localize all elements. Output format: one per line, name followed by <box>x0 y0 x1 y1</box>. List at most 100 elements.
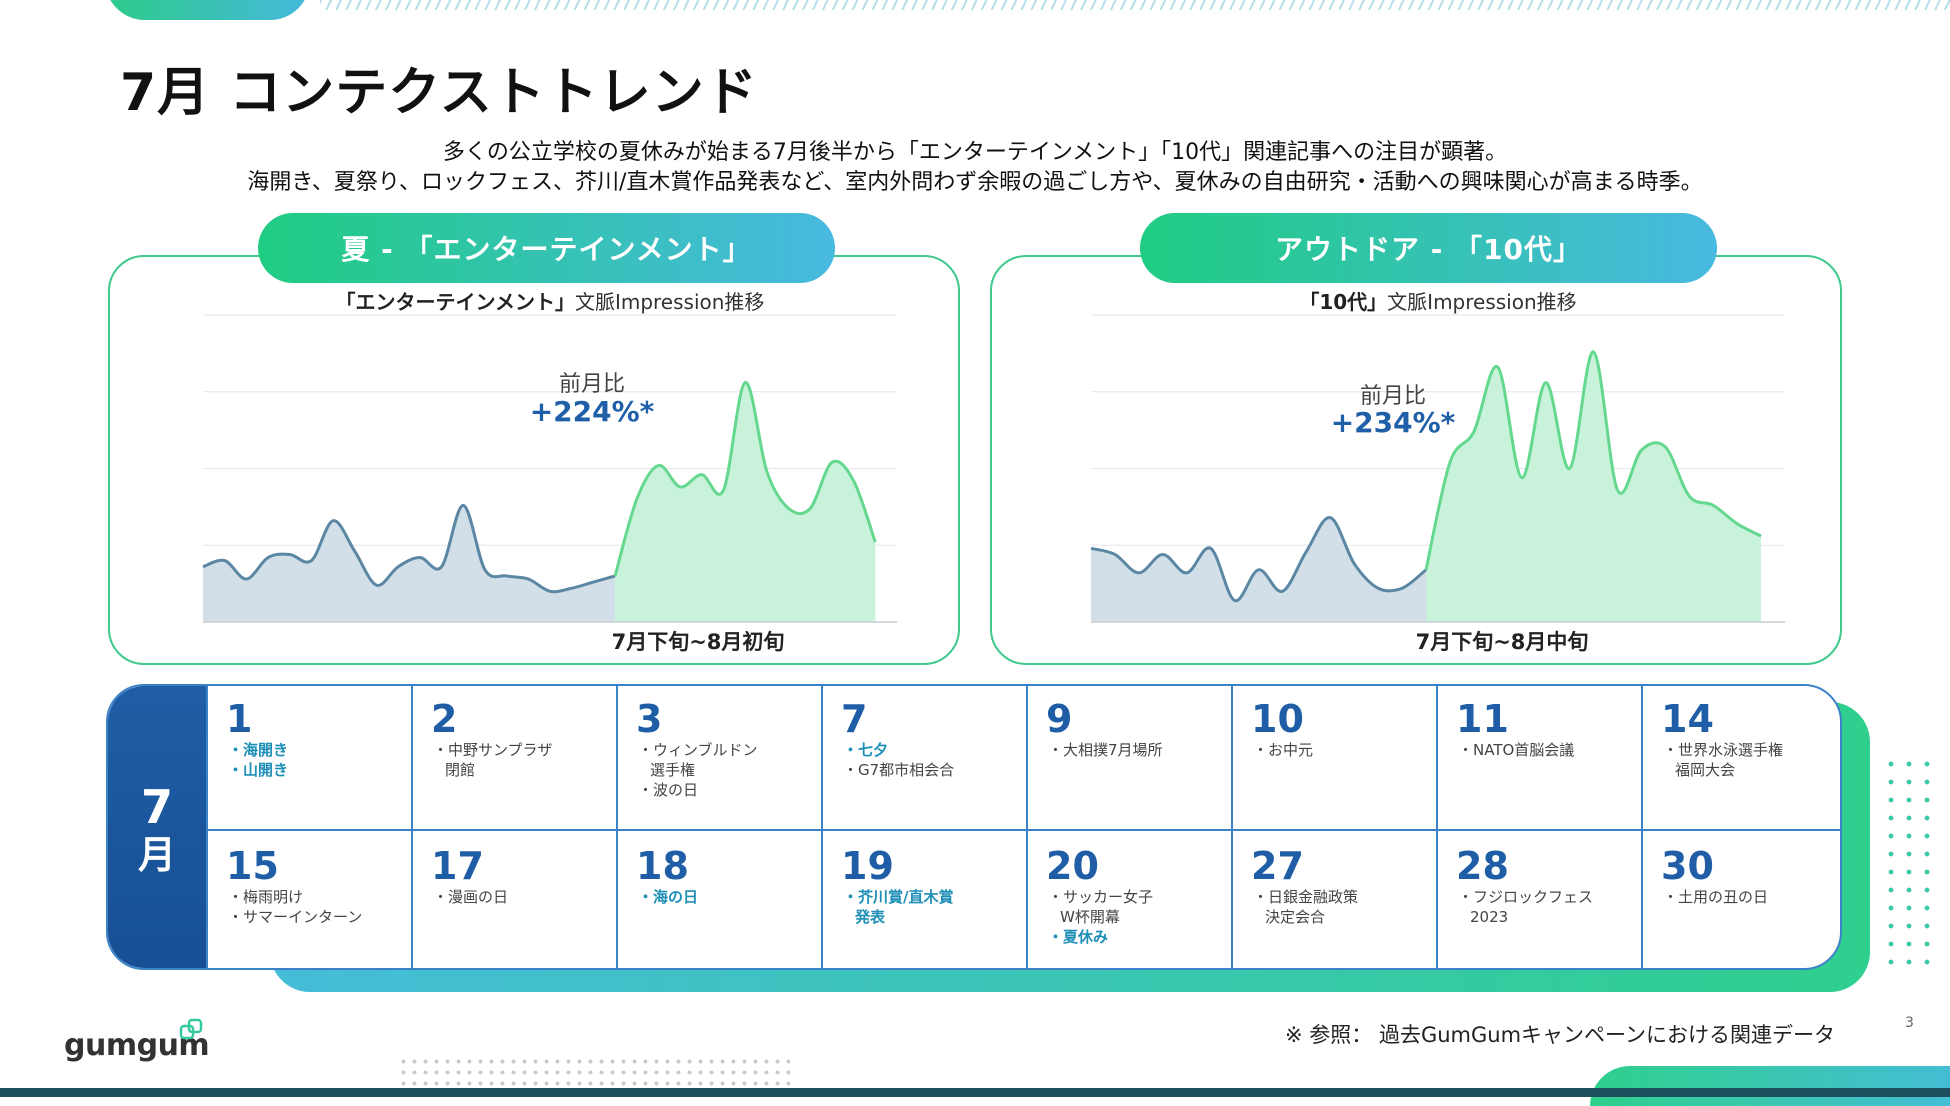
page-number: 3 <box>1905 1015 1914 1031</box>
calendar-day-number: 11 <box>1456 697 1509 741</box>
entertainment-period-label: 7月下旬~8月初旬 <box>611 630 785 654</box>
calendar-event: 選手権 <box>650 761 696 779</box>
calendar-day-cell: 15 ・梅雨明け・サマーインターン <box>206 829 413 968</box>
bottom-bar <box>0 1088 1950 1097</box>
chart-title-rest: 文脈Impression推移 <box>574 290 765 314</box>
month-number: 7 <box>140 780 173 834</box>
bottom-dot-decoration <box>398 1056 790 1089</box>
dot-grid-decoration <box>1882 755 1938 965</box>
calendar-day-number: 18 <box>636 844 689 888</box>
outdoor-heading: アウトドア - 「10代」 <box>1140 213 1717 283</box>
calendar-day-cell: 14 ・世界水泳選手権福岡大会 <box>1641 686 1840 829</box>
calendar-month-label: 7 月 <box>108 686 206 968</box>
calendar-event: 閉館 <box>445 761 476 779</box>
calendar-day-number: 30 <box>1661 844 1714 888</box>
calendar-day-number: 15 <box>226 844 279 888</box>
entertainment-chart <box>202 314 897 623</box>
calendar-event: ・サマーインターン <box>228 908 363 926</box>
calendar-day-cell: 18 ・海の日 <box>616 829 823 968</box>
bottom-decoration-pill <box>1590 1066 1950 1106</box>
calendar-event: ・七夕 <box>843 741 889 759</box>
entertainment-heading: 夏 - 「エンターテインメント」 <box>258 213 835 283</box>
calendar-day-cell: 11 ・NATO首脳会議 <box>1436 686 1643 829</box>
calendar-day-number: 27 <box>1251 844 1304 888</box>
calendar-day-cell: 30 ・土用の丑の日 <box>1641 829 1840 968</box>
calendar-day-cell: 1 ・海開き・山開き <box>206 686 413 829</box>
calendar-day-number: 17 <box>431 844 484 888</box>
description-line-2: 海開き、夏祭り、ロックフェス、芥川/直木賞作品発表など、室内外問わず余暇の過ごし… <box>247 170 1703 195</box>
calendar-event: ・お中元 <box>1253 741 1314 759</box>
gumgum-logo: gumgum <box>64 1018 210 1063</box>
calendar-day-cell: 28 ・フジロックフェス 2023 <box>1436 829 1643 968</box>
calendar-event: 福岡大会 <box>1675 761 1736 779</box>
calendar-day-number: 7 <box>841 697 868 741</box>
calendar-event: ・波の日 <box>638 781 699 799</box>
outdoor-period-label: 7月下旬~8月中旬 <box>1415 630 1589 654</box>
calendar-event: ・山開き <box>228 761 289 779</box>
past-period-line <box>202 503 616 594</box>
calendar: 7 月 1 ・海開き ・山開き 2 ・中野サンプラザ 閉館 3 ・ウィンブルドン 選手権 ・波の日… <box>106 684 1842 970</box>
calendar-event: ・NATO首脳会議 <box>1458 741 1575 759</box>
page-title: 7月 コンテクストトレンド <box>120 63 758 123</box>
calendar-day-cell: 7 ・七夕・G7都市相会合 <box>821 686 1028 829</box>
outdoor-chart <box>1090 314 1785 623</box>
calendar-event: ・海の日 <box>638 888 699 906</box>
calendar-event: 決定会合 <box>1265 908 1326 926</box>
calendar-day-cell: 2 ・中野サンプラザ閉館 <box>411 686 618 829</box>
calendar-day-cell: 27 ・日銀金融政策決定会合 <box>1231 829 1438 968</box>
outdoor-chart-title: 「10代」文脈Impression推移 <box>1088 286 1788 315</box>
calendar-event: W杯開幕 <box>1060 908 1120 926</box>
outdoor-ratio-value: +234%* <box>1330 406 1456 439</box>
calendar-day-cell: 20 ・サッカー女子 W杯開幕・夏休み <box>1026 829 1233 968</box>
past-period-area <box>203 505 616 622</box>
calendar-event: ・フジロックフェス <box>1458 888 1594 906</box>
outdoor-ratio-label: 前月比 <box>1359 384 1426 409</box>
calendar-event: ・漫画の日 <box>433 888 509 906</box>
calendar-event: ・日銀金融政策 <box>1253 888 1359 906</box>
calendar-day-cell: 9 ・大相撲7月場所 <box>1026 686 1233 829</box>
chart-title-keyword: 「10代」 <box>1299 290 1388 314</box>
calendar-event: ・海開き <box>228 741 289 759</box>
calendar-day-number: 3 <box>636 697 663 741</box>
calendar-event: ・ウィンブルドン <box>638 741 758 759</box>
calendar-day-number: 2 <box>431 697 458 741</box>
calendar-event: ・芥川賞/直木賞 <box>843 888 954 906</box>
calendar-day-number: 10 <box>1251 697 1304 741</box>
calendar-event: ・夏休み <box>1048 928 1109 946</box>
logo-mark-icon <box>179 1018 203 1040</box>
reference-note: ※ 参照： 過去GumGumキャンペーンにおける関連データ <box>1285 1023 1835 1047</box>
logo-text: gumgum <box>64 1028 210 1063</box>
calendar-event: ・サッカー女子 <box>1048 888 1154 906</box>
highlight-period-area <box>1426 351 1762 622</box>
calendar-event: ・G7都市相会合 <box>843 761 955 779</box>
entertainment-ratio-label: 前月比 <box>558 372 625 397</box>
calendar-event: ・土用の丑の日 <box>1663 888 1769 906</box>
month-unit: 月 <box>137 833 176 877</box>
calendar-event: 発表 <box>855 908 886 926</box>
entertainment-ratio-value: +224%* <box>529 395 655 428</box>
chart-title-rest: 文脈Impression推移 <box>1387 290 1577 314</box>
chart-title-keyword: 「エンターテインメント」 <box>335 290 575 314</box>
highlight-period-area <box>615 382 876 622</box>
calendar-event: ・梅雨明け <box>228 888 304 906</box>
past-period-line <box>1090 516 1427 603</box>
calendar-day-cell: 19 ・芥川賞/直木賞発表 <box>821 829 1028 968</box>
top-stripe-decoration <box>320 0 1950 10</box>
calendar-day-number: 20 <box>1046 844 1099 888</box>
calendar-day-number: 28 <box>1456 844 1509 888</box>
calendar-day-cell: 10 ・お中元 <box>1231 686 1438 829</box>
past-period-area <box>1091 517 1427 622</box>
calendar-day-number: 1 <box>226 697 253 741</box>
highlight-period-line <box>1424 350 1762 571</box>
calendar-day-cell: 3 ・ウィンブルドン選手権・波の日 <box>616 686 823 829</box>
entertainment-chart-title: 「エンターテインメント」文脈Impression推移 <box>200 286 900 315</box>
calendar-day-cell: 17 ・漫画の日 <box>411 829 618 968</box>
calendar-event: ・大相撲7月場所 <box>1048 741 1163 759</box>
calendar-event: ・世界水泳選手権 <box>1663 741 1784 759</box>
calendar-day-number: 19 <box>841 844 894 888</box>
calendar-event: ・中野サンプラザ <box>433 741 553 759</box>
description-line-1: 多くの公立学校の夏休みが始まる7月後半から「エンターテインメント」「10代」関連… <box>442 140 1508 165</box>
highlight-period-line <box>613 381 877 577</box>
calendar-day-number: 14 <box>1661 697 1714 741</box>
calendar-day-number: 9 <box>1046 697 1073 741</box>
